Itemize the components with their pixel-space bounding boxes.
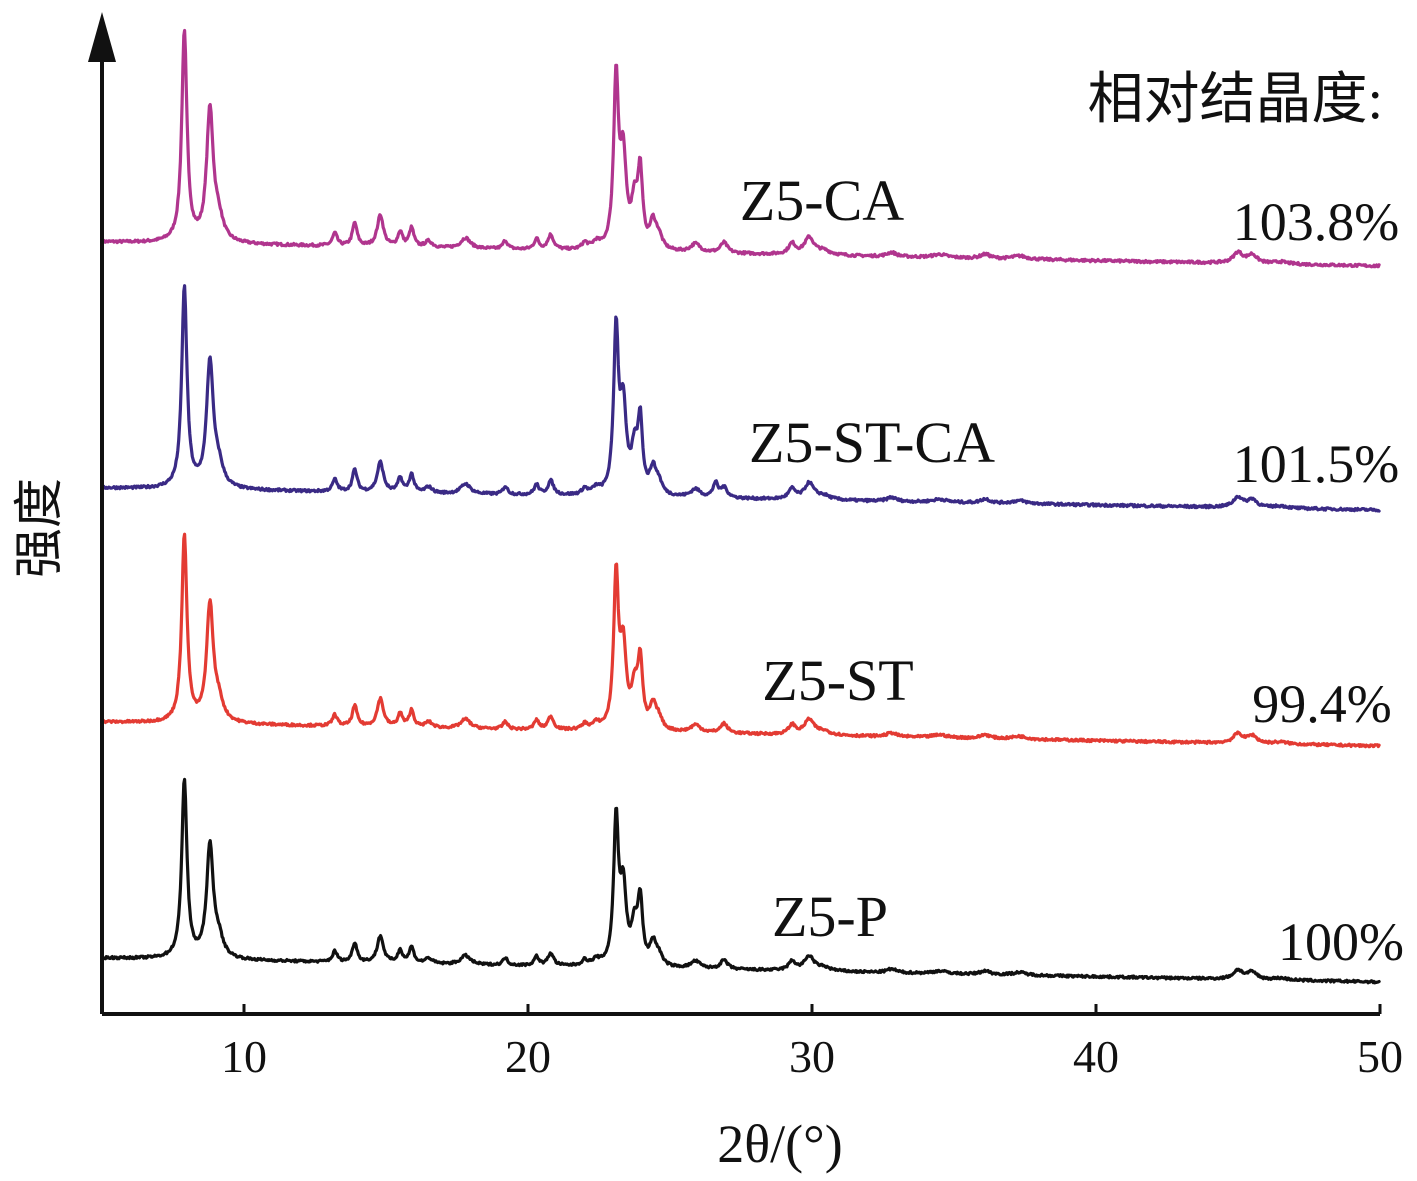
crystallinity-value: 101.5% — [1233, 434, 1399, 494]
x-axis-label: 2θ/(°) — [717, 1114, 842, 1174]
traces-group — [104, 28, 1381, 985]
series-line — [104, 284, 1381, 513]
series-label: Z5-ST — [762, 648, 913, 713]
series-line — [104, 532, 1381, 749]
y-axis-label: 强度 — [11, 478, 67, 578]
series-label: Z5-ST-CA — [749, 410, 995, 475]
crystallinity-title: 相对结晶度: — [1087, 69, 1383, 131]
x-tick-label: 40 — [1073, 1031, 1119, 1082]
crystallinity-value: 100% — [1278, 912, 1404, 972]
x-tick-label: 30 — [789, 1031, 835, 1082]
labels-group: 相对结晶度: 2θ/(°) 强度 Z5-CA 103.8% Z5-ST-CA 101.… — [11, 69, 1404, 1174]
series-line — [104, 777, 1381, 985]
series-label: Z5-P — [772, 884, 888, 949]
x-tick-label: 20 — [505, 1031, 551, 1082]
crystallinity-value: 103.8% — [1233, 192, 1399, 252]
series-label: Z5-CA — [740, 168, 904, 233]
y-axis-arrow-icon — [88, 12, 116, 62]
x-tick-label: 50 — [1357, 1031, 1403, 1082]
x-tick-label: 10 — [221, 1031, 267, 1082]
series-line — [104, 28, 1381, 269]
axes-group: 10 20 30 40 50 — [88, 12, 1403, 1082]
crystallinity-value: 99.4% — [1252, 674, 1391, 734]
